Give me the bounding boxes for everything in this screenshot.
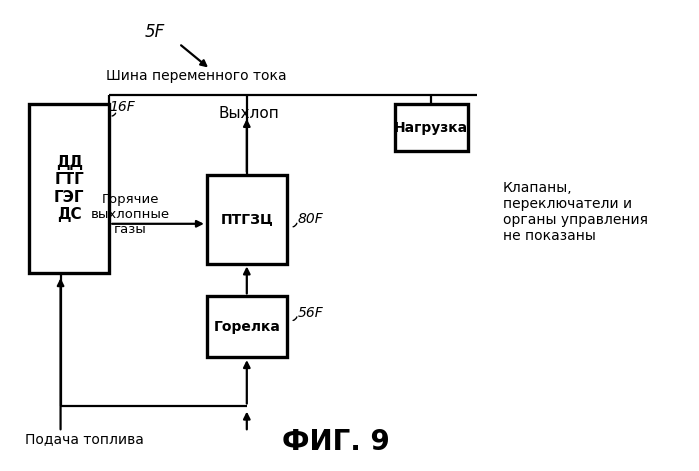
Text: Горячие
выхлопные
газы: Горячие выхлопные газы	[91, 193, 170, 236]
Text: Выхлоп: Выхлоп	[218, 106, 279, 121]
Text: 80F: 80F	[297, 212, 323, 226]
FancyBboxPatch shape	[29, 105, 109, 273]
Text: ФИГ. 9: ФИГ. 9	[282, 428, 389, 455]
Text: 16F: 16F	[109, 100, 135, 114]
Text: ПТГЗЦ: ПТГЗЦ	[220, 212, 273, 226]
FancyBboxPatch shape	[395, 105, 468, 151]
Text: Нагрузка: Нагрузка	[394, 121, 468, 135]
Text: Горелка: Горелка	[213, 320, 280, 334]
Text: ДД
ГТГ
ГЭГ
ДС: ДД ГТГ ГЭГ ДС	[54, 155, 85, 222]
Text: Шина переменного тока: Шина переменного тока	[106, 69, 287, 83]
FancyBboxPatch shape	[207, 175, 287, 264]
FancyBboxPatch shape	[207, 296, 287, 357]
Text: Подача топлива: Подача топлива	[25, 432, 145, 446]
Text: 56F: 56F	[297, 306, 323, 320]
Text: Клапаны,
переключатели и
органы управления
не показаны: Клапаны, переключатели и органы управлен…	[503, 181, 648, 244]
Text: 5F: 5F	[145, 23, 165, 41]
